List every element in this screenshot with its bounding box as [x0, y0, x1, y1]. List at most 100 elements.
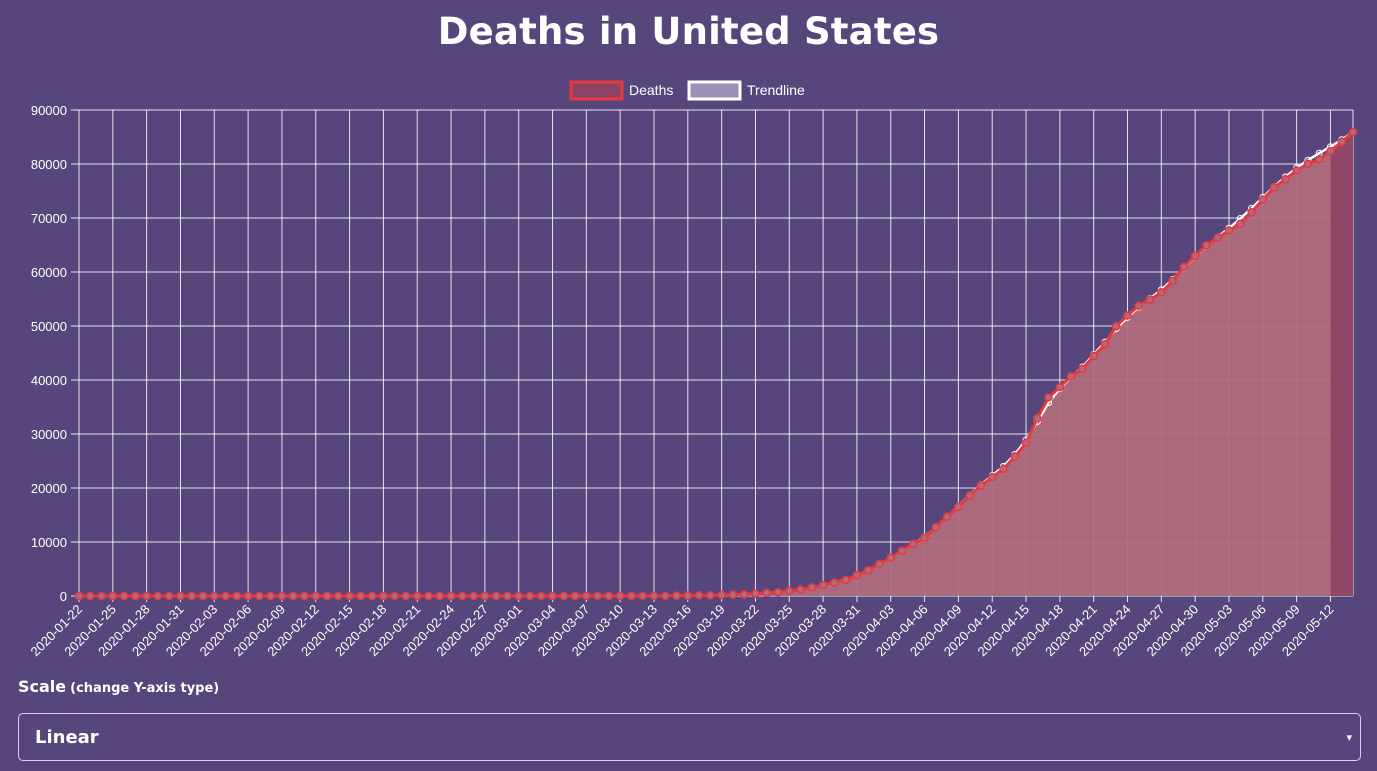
deaths-point: [131, 591, 140, 601]
deaths-point: [852, 570, 862, 580]
deaths-point: [480, 591, 490, 601]
deaths-point: [818, 580, 828, 590]
deaths-point: [1224, 226, 1234, 235]
deaths-point: [615, 591, 625, 601]
y-tick-label: 10000: [31, 535, 67, 550]
deaths-point: [458, 591, 467, 601]
deaths-point: [424, 591, 433, 601]
deaths-point: [841, 575, 850, 585]
deaths-point: [638, 591, 647, 601]
deaths-point: [751, 589, 760, 598]
deaths-point: [198, 591, 208, 601]
legend-label-deaths: Deaths: [629, 82, 673, 98]
deaths-point: [548, 591, 557, 601]
deaths-point: [412, 591, 422, 601]
deaths-point: [627, 591, 636, 601]
deaths-point: [1066, 372, 1076, 381]
deaths-point: [661, 591, 670, 600]
y-tick-label: 40000: [31, 373, 67, 388]
deaths-point: [909, 539, 918, 549]
deaths-point: [1348, 127, 1358, 137]
deaths-point: [300, 591, 309, 601]
deaths-point: [266, 591, 275, 601]
deaths-point: [311, 591, 321, 601]
deaths-point: [1337, 137, 1346, 147]
deaths-point: [97, 591, 106, 601]
deaths-point: [830, 578, 839, 587]
deaths-point: [1326, 146, 1335, 156]
deaths-point: [1078, 364, 1087, 373]
y-axis: 0 10000 20000 30000 40000 50000 60000 70000 8000…: [31, 103, 67, 604]
deaths-point: [277, 591, 287, 601]
deaths-point: [119, 591, 129, 601]
chevron-down-icon: ▾: [1346, 731, 1352, 744]
y-tick-label: 30000: [31, 427, 67, 442]
deaths-point: [221, 591, 230, 601]
deaths-point: [593, 591, 602, 601]
deaths-point: [1179, 262, 1189, 272]
y-tick-label: 50000: [31, 319, 67, 334]
deaths-point: [1202, 241, 1211, 250]
deaths-point: [232, 591, 242, 601]
deaths-point: [108, 591, 118, 601]
deaths-area-recent: [1330, 132, 1353, 596]
deaths-point: [379, 591, 388, 601]
deaths-point: [491, 591, 501, 601]
deaths-point: [1033, 414, 1042, 423]
scale-hint: (change Y-axis type): [70, 681, 220, 696]
deaths-point: [920, 533, 929, 543]
deaths-point: [1157, 288, 1166, 297]
deaths-point: [288, 591, 298, 601]
deaths-point: [142, 591, 151, 601]
deaths-point: [649, 591, 659, 600]
deaths-point: [1190, 251, 1200, 261]
deaths-point: [886, 553, 896, 562]
deaths-point: [243, 591, 253, 601]
deaths-point: [503, 591, 512, 601]
deaths-point: [1258, 195, 1268, 204]
deaths-point: [1123, 311, 1132, 320]
deaths-point: [255, 591, 264, 601]
deaths-point: [469, 591, 478, 601]
legend-swatch-trendline: [687, 80, 742, 101]
deaths-point: [1089, 351, 1098, 361]
deaths-point: [164, 591, 174, 601]
scale-control-label: Scale (change Y-axis type): [18, 677, 219, 696]
legend[interactable]: Deaths Trendline: [569, 80, 805, 101]
deaths-point: [1236, 219, 1245, 229]
deaths-point: [334, 591, 343, 601]
deaths-point: [875, 559, 884, 569]
deaths-point: [1314, 155, 1324, 165]
legend-swatch-deaths: [569, 80, 624, 101]
deaths-point: [525, 591, 535, 601]
deaths-point: [1247, 208, 1256, 217]
deaths-point: [1010, 452, 1020, 461]
deaths-point: [322, 591, 332, 601]
deaths-point: [74, 591, 84, 601]
deaths-point: [897, 546, 907, 555]
deaths-point: [1168, 276, 1177, 286]
x-axis: 2020-01-222020-01-252020-01-282020-01-31…: [27, 602, 1336, 660]
deaths-point: [570, 591, 580, 601]
y-tick-label: 0: [60, 589, 67, 604]
deaths-point: [672, 591, 681, 600]
y-tick-label: 90000: [31, 103, 67, 118]
scale-select[interactable]: Linear ▾: [18, 713, 1361, 761]
deaths-point: [965, 491, 974, 500]
deaths-point: [435, 591, 445, 601]
deaths-point: [987, 472, 997, 482]
y-tick-label: 80000: [31, 157, 67, 172]
deaths-point: [1269, 183, 1279, 192]
deaths-point: [954, 502, 963, 512]
legend-label-trendline: Trendline: [747, 82, 805, 98]
deaths-point: [807, 583, 817, 592]
deaths-point: [717, 590, 726, 600]
deaths-point: [446, 591, 456, 601]
deaths-point: [942, 512, 952, 521]
y-tick-label: 70000: [31, 211, 67, 226]
deaths-point: [1145, 295, 1155, 304]
deaths-point: [401, 591, 411, 601]
chart-title: Deaths in United States: [437, 10, 940, 53]
deaths-point: [739, 590, 749, 599]
series-lines: [74, 127, 1358, 601]
